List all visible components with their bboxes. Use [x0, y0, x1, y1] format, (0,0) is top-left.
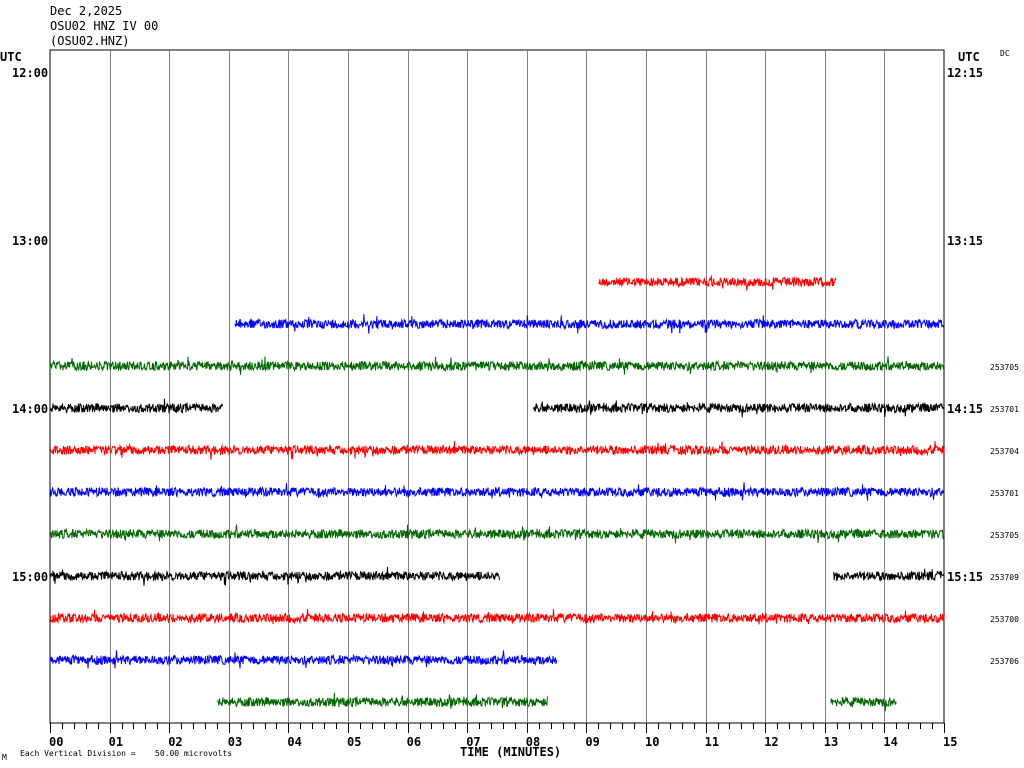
x-tick-label: 10	[645, 735, 659, 749]
scale-note: Each Vertical Division =	[20, 749, 136, 758]
date-label: Dec 2,2025	[50, 4, 123, 18]
right-time-3: 15:15	[947, 570, 984, 584]
trace-blue-row-10	[49, 482, 945, 501]
x-tick-label: 00	[49, 735, 63, 749]
left-time-0: 12:00	[12, 66, 49, 80]
dc-flag: DC	[1000, 49, 1010, 58]
x-tick-label: 12	[764, 735, 778, 749]
x-tick-label: 08	[526, 735, 540, 749]
left-utc-label: UTC	[0, 50, 22, 64]
x-tick-label: 01	[109, 735, 123, 749]
trace-blue-row-14	[49, 650, 557, 669]
trace-green-row-15	[216, 692, 548, 709]
left-time-2: 14:00	[12, 402, 49, 416]
x-tick-label: 13	[824, 735, 838, 749]
trace-code-label: 253701	[990, 405, 1019, 414]
right-time-1: 13:15	[947, 234, 984, 248]
x-tick-label: 05	[347, 735, 361, 749]
trace-code-label: 253701	[990, 489, 1019, 498]
x-tick-label: 09	[585, 735, 599, 749]
x-tick-label: 14	[883, 735, 897, 749]
scale-value: 50.00 microvolts	[155, 749, 233, 758]
x-tick-label: 06	[407, 735, 421, 749]
trace-green-row-15	[830, 695, 897, 712]
trace-green-row-7	[49, 356, 945, 375]
x-axis-title: TIME (MINUTES)	[460, 745, 562, 759]
trace-red-row-13	[49, 609, 945, 625]
trace-code-label: 253700	[990, 615, 1019, 624]
x-tick-label: 04	[287, 735, 301, 749]
trace-black-row-8	[532, 400, 945, 418]
trace-black-row-12	[49, 566, 500, 586]
trace-black-row-12	[833, 568, 945, 582]
x-tick-label: 02	[168, 735, 182, 749]
trace-black-row-8	[49, 398, 223, 414]
left-time-1: 13:00	[12, 234, 49, 248]
corner-mark: M	[2, 753, 7, 762]
right-utc-label: UTC	[958, 50, 980, 64]
right-time-2: 14:15	[947, 402, 984, 416]
plot-frame	[49, 49, 945, 724]
right-time-0: 12:15	[947, 66, 984, 80]
trace-red-row-9	[49, 440, 945, 460]
x-tick-label: 03	[228, 735, 242, 749]
x-tick-label: 11	[705, 735, 719, 749]
channel-label: (OSU02.HNZ)	[50, 34, 130, 48]
x-tick-label: 15	[943, 735, 957, 749]
trace-code-label: 253705	[990, 531, 1019, 540]
trace-green-row-11	[49, 524, 945, 544]
x-tick-label: 07	[466, 735, 480, 749]
left-time-3: 15:00	[12, 570, 49, 584]
trace-blue-row-6	[234, 314, 945, 334]
trace-red-row-5	[598, 275, 837, 291]
trace-code-label: 253709	[990, 573, 1019, 582]
trace-code-label: 253704	[990, 447, 1019, 456]
trace-code-label: 253705	[990, 363, 1019, 372]
trace-code-label: 253706	[990, 657, 1019, 666]
station-label: OSU02 HNZ IV 00	[50, 19, 159, 33]
